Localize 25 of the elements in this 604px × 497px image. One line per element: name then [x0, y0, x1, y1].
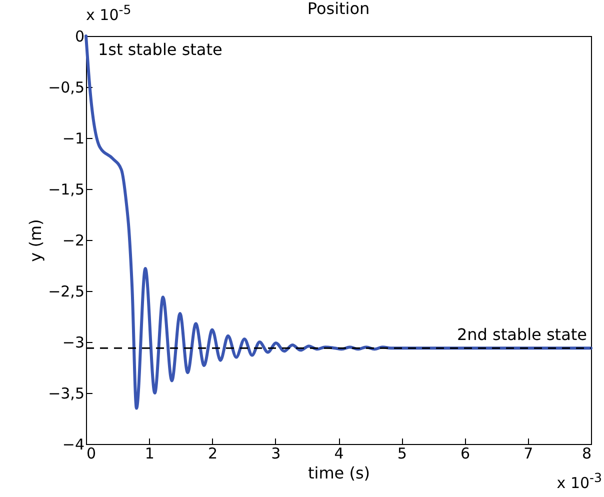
x-tick-label: 1 [144, 444, 154, 462]
text: x 10$^{-5}$ [86, 2, 132, 24]
y-tick-label: −2 [62, 232, 84, 250]
x-tick-label: 7 [524, 444, 534, 462]
x-tick-label: 0 [86, 444, 96, 462]
ref-line-label: 2nd stable state [456, 325, 587, 344]
y-tick-label: −0,5 [48, 78, 84, 96]
y-tick-label: −3 [62, 334, 84, 352]
y-tick-label: −1,5 [48, 180, 84, 198]
chart-title: Position [307, 0, 370, 18]
x-tick-label: 4 [334, 444, 344, 462]
y-tick-label: 0 [74, 28, 84, 46]
y-tick-label: −1 [62, 130, 84, 148]
x-tick-label: 8 [582, 444, 592, 462]
y-tick-label: −2,5 [48, 282, 84, 300]
x-axis-title: time (s) [308, 464, 370, 482]
x-tick-label: 6 [460, 444, 470, 462]
y-tick-label: −4 [62, 436, 84, 454]
y-tick-label: −3,5 [48, 384, 84, 402]
x-tick-label: 3 [271, 444, 281, 462]
text: x 10$^{-3}$ [556, 470, 602, 492]
x-tick-label: 2 [208, 444, 218, 462]
y-axis-title: y (m) [26, 219, 46, 262]
annotation: 1st stable state [98, 40, 222, 59]
x-tick-label: 5 [397, 444, 407, 462]
